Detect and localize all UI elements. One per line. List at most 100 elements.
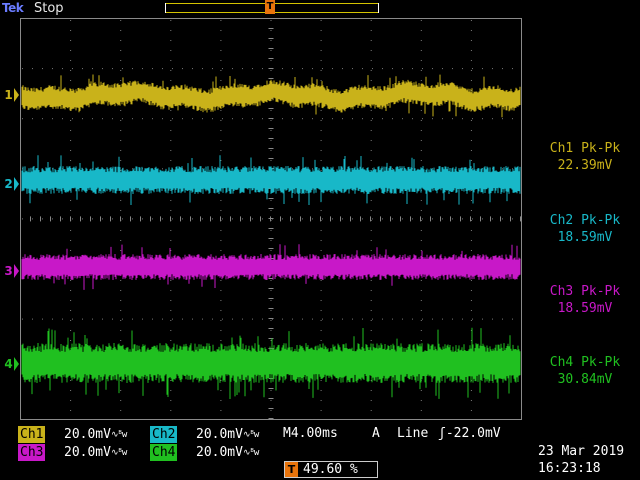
- grid-dot: [470, 210, 472, 211]
- grid-dot: [220, 60, 222, 61]
- center-axis-tick: [268, 128, 274, 129]
- center-axis-tick: [80, 216, 81, 222]
- grid-dot: [282, 118, 283, 120]
- grid-dot: [122, 118, 123, 120]
- grid-dot: [270, 130, 272, 131]
- grid-dot: [432, 68, 433, 70]
- ch1-scale-value[interactable]: 20.0mV∿ᴮw: [64, 427, 127, 442]
- grid-dot: [242, 218, 243, 220]
- grid-dot: [470, 400, 472, 401]
- grid-dot: [170, 70, 172, 71]
- grid-dot: [470, 120, 472, 121]
- grid-dot: [170, 280, 172, 281]
- grid-dot: [422, 218, 423, 220]
- grid-dot: [70, 40, 72, 41]
- grid-dot: [270, 400, 272, 401]
- grid-dot: [220, 380, 222, 381]
- grid-dot: [220, 140, 222, 141]
- grid-dot: [382, 218, 383, 220]
- grid-dot: [220, 310, 222, 311]
- grid-dot: [70, 80, 72, 81]
- center-axis-tick: [30, 216, 31, 222]
- grid-dot: [112, 318, 113, 320]
- grid-dot: [170, 130, 172, 131]
- grid-dot: [120, 60, 122, 61]
- grid-dot: [420, 220, 422, 221]
- ch1-readout-label: Ch1 Pk-Pk: [549, 141, 621, 156]
- ch3-ground-marker[interactable]: 3: [1, 264, 19, 278]
- ch2-scale-tag[interactable]: Ch2: [150, 426, 178, 443]
- grid-dot: [512, 168, 513, 170]
- grid-dot: [152, 68, 153, 70]
- grid-dot: [402, 68, 403, 70]
- grid-dot: [270, 110, 272, 111]
- grid-dot: [120, 140, 122, 141]
- grid-dot: [162, 68, 163, 70]
- grid-dot: [512, 118, 513, 120]
- waveforms: [21, 74, 521, 399]
- date-readout: 23 Mar 2019: [538, 444, 625, 459]
- grid-dot: [220, 210, 222, 211]
- horizontal-timebase[interactable]: M4.00ms: [283, 426, 338, 441]
- grid-dot: [170, 150, 172, 151]
- ch3-scale-tag[interactable]: Ch3: [18, 444, 46, 461]
- center-axis-tick: [268, 138, 274, 139]
- grid-dot: [70, 20, 72, 21]
- grid-dot: [22, 318, 23, 320]
- grid-dot: [470, 340, 472, 341]
- grid-dot: [470, 230, 472, 231]
- grid-dot: [270, 30, 272, 31]
- center-axis-tick: [230, 216, 231, 222]
- grid-dot: [420, 300, 422, 301]
- grid-dot: [392, 68, 393, 70]
- grid-dot: [420, 280, 422, 281]
- grid-dot: [170, 20, 172, 21]
- ch3-scale-value[interactable]: 20.0mV∿ᴮw: [64, 445, 127, 460]
- grid-dot: [352, 118, 353, 120]
- ch1-ground-marker[interactable]: 1: [1, 88, 19, 102]
- grid-dot: [152, 118, 153, 120]
- grid-dot: [452, 318, 453, 320]
- grid-dot: [70, 140, 72, 141]
- grid-dot: [132, 318, 133, 320]
- ch1-scale-tag[interactable]: Ch1: [18, 426, 46, 443]
- record-trigger-icon: T: [265, 0, 275, 14]
- center-axis-tick: [470, 216, 471, 222]
- grid-dot: [70, 50, 72, 51]
- grid-dot: [220, 20, 222, 21]
- grid-dot: [370, 400, 372, 401]
- grid-dot: [502, 218, 503, 220]
- trigger-level[interactable]: ʃ-22.0mV: [438, 426, 501, 441]
- grid-dot: [502, 168, 503, 170]
- grid-dot: [420, 60, 422, 61]
- grid-dot: [370, 50, 372, 51]
- grid-dot: [220, 40, 222, 41]
- grid-dot: [370, 220, 372, 221]
- grid-dot: [420, 160, 422, 161]
- grid-dot: [442, 68, 443, 70]
- grid-dot: [270, 310, 272, 311]
- center-axis-tick: [300, 216, 301, 222]
- ch2-marker-label: 2: [4, 177, 13, 191]
- grid-dot: [92, 218, 93, 220]
- grid-dot: [112, 218, 113, 220]
- ch4-ground-marker[interactable]: 4: [1, 357, 19, 371]
- grid-dot: [312, 318, 313, 320]
- ch4-scale-value[interactable]: 20.0mV∿ᴮw: [196, 445, 259, 460]
- grid-dot: [320, 130, 322, 131]
- ch4-scale-tag[interactable]: Ch4: [150, 444, 178, 461]
- grid-dot: [470, 50, 472, 51]
- ch2-scale-value[interactable]: 20.0mV∿ᴮw: [196, 427, 259, 442]
- grid-dot: [420, 290, 422, 291]
- grid-dot: [70, 310, 72, 311]
- grid-dot: [120, 250, 122, 251]
- ch2-ground-marker[interactable]: 2: [1, 177, 19, 191]
- grid-dot: [370, 410, 372, 411]
- center-axis-tick: [280, 216, 281, 222]
- grid-dot: [120, 30, 122, 31]
- grid-dot: [352, 218, 353, 220]
- grid-dot: [170, 160, 172, 161]
- grid-dot: [342, 218, 343, 220]
- grid-dot: [120, 330, 122, 331]
- grid-dot: [370, 80, 372, 81]
